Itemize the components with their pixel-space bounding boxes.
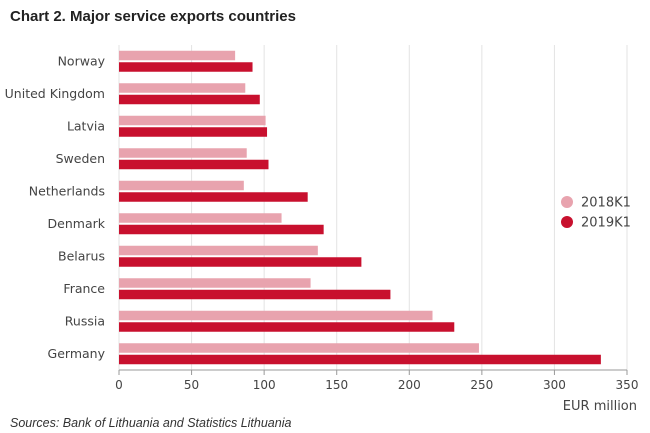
legend-marker — [561, 216, 573, 228]
bar-2019K1 — [119, 257, 362, 267]
x-tick-label: 100 — [253, 378, 276, 392]
category-label: Denmark — [48, 216, 106, 231]
x-tick-label: 150 — [325, 378, 348, 392]
gridlines — [118, 45, 628, 370]
legend-marker — [561, 196, 573, 208]
x-tick-label: 0 — [115, 378, 123, 392]
x-tick-label: 350 — [616, 378, 639, 392]
bar-2018K1 — [119, 148, 247, 158]
bar-2018K1 — [119, 245, 318, 256]
bar-2018K1 — [119, 50, 236, 61]
x-tick-labels: 0 50 100 150 200 250 300 350 — [115, 370, 638, 392]
bar-2018K1 — [119, 310, 433, 321]
bar-2018K1 — [119, 115, 266, 126]
bar-2019K1 — [119, 192, 308, 202]
category-label: Netherlands — [29, 183, 105, 198]
bar-2019K1 — [119, 224, 324, 235]
legend-label: 2018K1 — [581, 196, 631, 211]
category-label: Norway — [58, 53, 106, 68]
bar-2018K1 — [119, 180, 244, 191]
x-axis-label: EUR million — [563, 399, 637, 414]
bar-2019K1 — [119, 322, 455, 332]
category-label: Sweden — [56, 151, 105, 166]
category-label: Latvia — [67, 118, 105, 133]
x-tick-label: 300 — [543, 378, 566, 392]
category-label: United Kingdom — [5, 86, 105, 101]
bar-2019K1 — [119, 94, 260, 105]
x-tick-label: 50 — [184, 378, 199, 392]
source-note: Sources: Bank of Lithuania and Statistic… — [10, 416, 292, 430]
bar-2019K1 — [119, 159, 269, 170]
bars — [119, 50, 601, 365]
bar-2018K1 — [119, 213, 282, 223]
category-label: Germany — [48, 346, 106, 361]
bar-2019K1 — [119, 289, 391, 300]
bar-2018K1 — [119, 343, 479, 353]
category-labels: Norway United Kingdom Latvia Sweden Netherla… — [5, 53, 106, 361]
x-tick-label: 250 — [470, 378, 493, 392]
legend-label: 2019K1 — [581, 216, 631, 231]
bar-2018K1 — [119, 278, 311, 288]
category-label: Russia — [65, 313, 105, 328]
bar-2019K1 — [119, 354, 601, 365]
bar-2019K1 — [119, 62, 253, 72]
bar-2018K1 — [119, 83, 246, 93]
category-label: Belarus — [58, 248, 105, 263]
x-tick-label: 200 — [398, 378, 421, 392]
category-label: France — [63, 281, 105, 296]
bar-2019K1 — [119, 127, 268, 137]
chart-title: Chart 2. Major service exports countries — [10, 8, 296, 25]
legend: 2018K1 2019K1 — [561, 196, 631, 231]
